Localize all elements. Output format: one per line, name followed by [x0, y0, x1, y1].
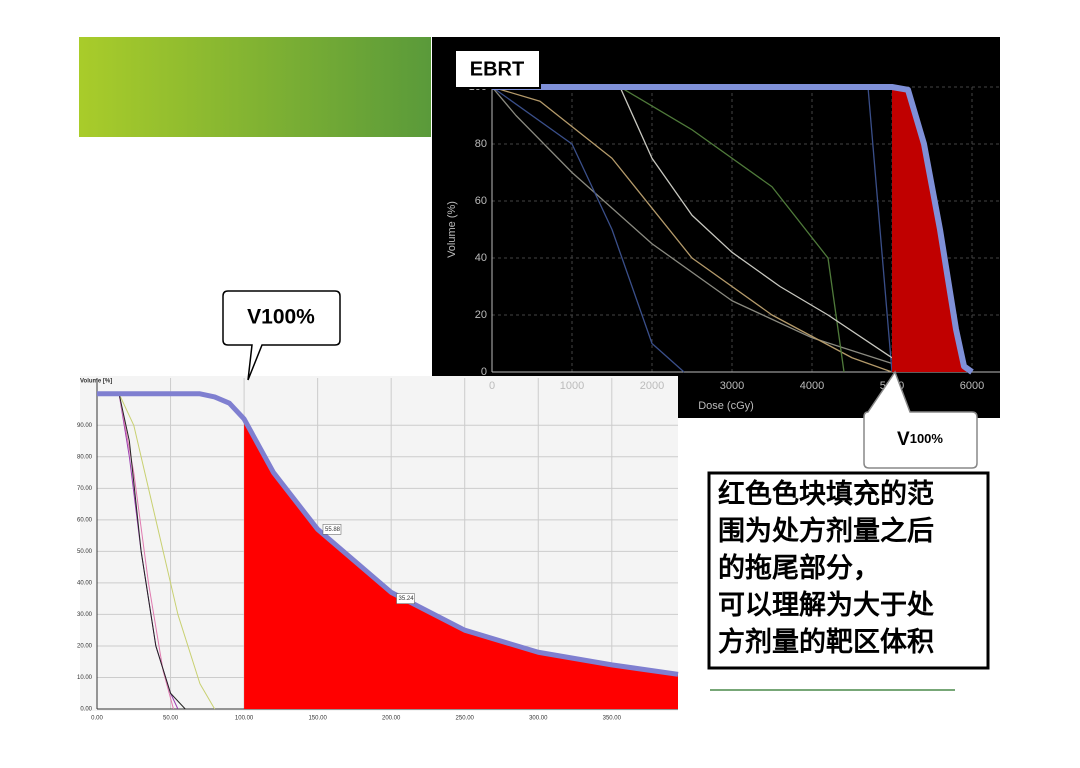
- banner: [79, 37, 431, 137]
- y-tick-label: 20: [475, 309, 487, 321]
- series-line: [491, 86, 893, 365]
- callout-text: V100%: [897, 429, 943, 450]
- series-line: [491, 86, 685, 373]
- chart-title: EBRT: [470, 58, 524, 80]
- y-tick-label: 10.00: [77, 675, 93, 681]
- x-tick-label: 200.00: [382, 716, 401, 722]
- y-tick-label: 40.00: [77, 580, 93, 586]
- series-line: [619, 86, 893, 359]
- note-line: 可以理解为大于处: [718, 590, 934, 620]
- y-tick-label: 40: [475, 252, 487, 264]
- note-box: [707, 471, 990, 670]
- x-tick-label: 100.00: [235, 716, 254, 722]
- callout-main: V: [897, 429, 910, 450]
- series-line: [97, 391, 679, 677]
- x-tick-label: 350.00: [603, 716, 622, 722]
- series-line: [619, 86, 845, 373]
- y-tick-label: 60.00: [77, 517, 93, 523]
- title-box: [454, 49, 541, 89]
- y-tick-label: 0: [481, 366, 487, 378]
- callout: [222, 290, 341, 381]
- series-line: [118, 393, 186, 710]
- note-line: 的拖尾部分，: [718, 552, 880, 583]
- series-line: [867, 86, 893, 373]
- series-line: [492, 84, 974, 375]
- chart-dvh: 0.00 10.00 20.00 30.00 40.00 50.00 60.00 70.00 8…: [77, 378, 679, 722]
- filled-area: [244, 418, 678, 709]
- data-label: 35.24: [399, 596, 415, 602]
- y-tick-label: 80: [475, 138, 487, 150]
- data-label-box: [322, 524, 342, 535]
- x-tick-label: 6000: [960, 380, 984, 392]
- y-tick-label: 50.00: [77, 549, 93, 555]
- note-line: 围为处方剂量之后: [718, 515, 934, 546]
- x-tick-label: 50.00: [163, 716, 179, 722]
- filled-area: [892, 87, 972, 372]
- series-line: [491, 86, 893, 373]
- y-tick-label: 0.00: [80, 707, 92, 713]
- x-tick-label: 3000: [720, 380, 744, 392]
- note-line: 方剂量的靶区体积: [718, 626, 934, 657]
- note-line: 红色色块填充的范: [718, 478, 934, 509]
- y-tick-label: 90.00: [77, 423, 93, 429]
- data-label-box: [396, 593, 415, 604]
- x-tick-label: 0.00: [91, 716, 103, 722]
- x-tick-label: 250.00: [456, 716, 475, 722]
- y-axis-label: Volume (%): [446, 201, 458, 258]
- x-tick-label: 2000: [640, 380, 664, 392]
- x-tick-label: 0: [489, 380, 495, 392]
- y-tick-label: 70.00: [77, 486, 93, 492]
- series-line: [118, 393, 216, 710]
- x-tick-label: 300.00: [529, 716, 548, 722]
- chart-ebrt: 0204060801000100020003000400050006000Dos…: [446, 81, 1000, 412]
- x-tick-label: 1000: [560, 380, 584, 392]
- series-line: [118, 393, 174, 710]
- callout-text: V100%: [247, 306, 315, 329]
- y-tick-label: 60: [475, 195, 487, 207]
- y-axis-label: Volume [%]: [80, 379, 112, 385]
- data-label: 55.88: [325, 527, 341, 533]
- x-tick-label: 4000: [800, 380, 824, 392]
- y-tick-label: 20.00: [77, 644, 93, 650]
- callout-sub: 100%: [910, 431, 944, 446]
- y-tick-label: 80.00: [77, 454, 93, 460]
- x-axis-label: Dose (cGy): [698, 400, 754, 412]
- callout: [863, 370, 978, 469]
- y-tick-label: 30.00: [77, 612, 93, 618]
- x-tick-label: 150.00: [308, 716, 327, 722]
